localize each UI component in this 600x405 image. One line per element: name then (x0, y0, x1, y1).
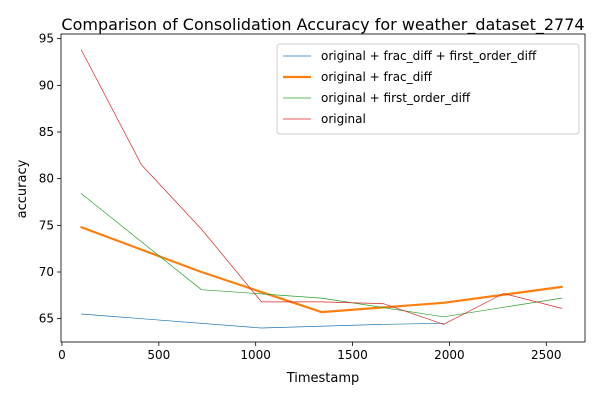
legend-label: original + first_order_diff (321, 91, 471, 105)
legend-label: original (321, 112, 366, 126)
legend-box (276, 43, 580, 135)
series-line-4 (80, 49, 563, 325)
series-line-2 (80, 226, 563, 314)
x-tick-label: 1000 (240, 348, 271, 362)
y-tick-label: 80 (39, 172, 54, 186)
series-line-3 (80, 193, 563, 318)
x-tick-label: 1500 (337, 348, 368, 362)
x-tick-label: 2000 (434, 348, 465, 362)
legend: original + frac_diff + first_order_diffo… (276, 43, 580, 135)
y-tick-label: 70 (39, 265, 54, 279)
legend-label: original + frac_diff + first_order_diff (321, 49, 537, 63)
series-line-1 (80, 313, 444, 329)
y-tick-label: 75 (39, 218, 54, 232)
y-axis-label: accuracy (15, 159, 30, 218)
legend-label: original + frac_diff (321, 70, 433, 84)
x-tick-label: 2500 (531, 348, 562, 362)
x-tick-label: 500 (147, 348, 170, 362)
x-axis-label: Timestamp (286, 371, 360, 386)
y-tick-label: 65 (39, 312, 54, 326)
y-tick-label: 85 (39, 125, 54, 139)
y-tick-label: 90 (39, 78, 54, 92)
y-axis: 65 70 75 80 85 90 95 (39, 32, 61, 326)
x-axis: 0 500 1000 1500 2000 2500 (58, 342, 562, 362)
x-tick-label: 0 (58, 348, 66, 362)
chart-title: Comparison of Consolidation Accuracy for… (61, 15, 584, 35)
plot-area (60, 33, 586, 343)
y-tick-label: 95 (39, 32, 54, 46)
plot-frame (60, 33, 586, 343)
